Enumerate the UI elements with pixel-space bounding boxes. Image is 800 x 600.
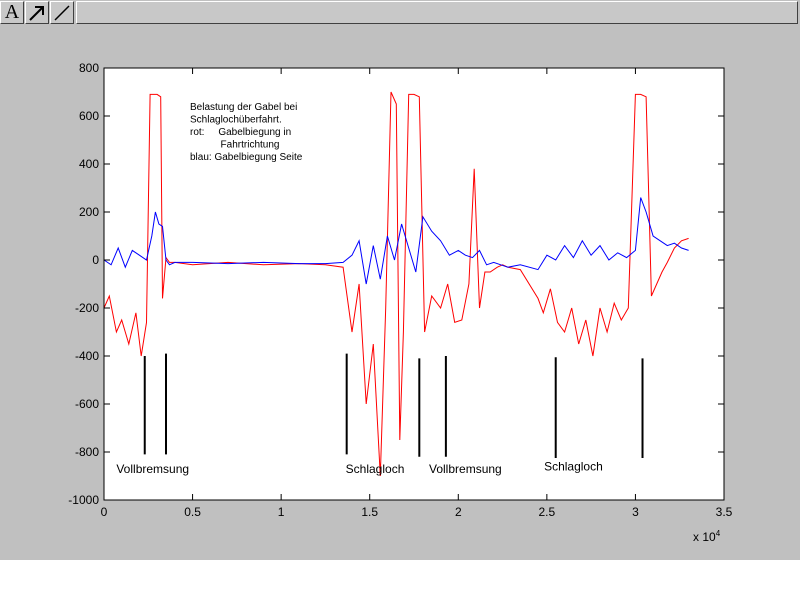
x-exponent-superscript: 4 — [716, 529, 721, 538]
x-exponent-base: x 10 — [693, 530, 716, 544]
line-tool-button[interactable] — [50, 1, 74, 24]
annotation-label: Schlagloch — [346, 462, 405, 476]
series-line-2 — [103, 197, 689, 285]
y-tick-label: -400 — [75, 349, 99, 363]
x-tick-label: 0.5 — [184, 505, 201, 519]
annotation-label: Vollbremsung — [116, 462, 189, 476]
y-tick-label: -200 — [75, 301, 99, 315]
y-tick-label: -1000 — [68, 493, 99, 507]
y-tick-label: 400 — [79, 157, 99, 171]
arrow-tool-icon — [29, 5, 44, 21]
x-tick-label: 1 — [278, 505, 285, 519]
annotation-label: Vollbremsung — [429, 462, 502, 476]
text-tool-icon: A — [4, 1, 20, 23]
x-tick-label: 3 — [632, 505, 639, 519]
y-tick-label: 600 — [79, 109, 99, 123]
figure-toolbar: A — [0, 0, 800, 26]
x-tick-label: 0 — [101, 505, 108, 519]
chart: 0 0.5 1 1.5 2 2.5 3 3.5 -1000 -800 -600 -400 -200 0 20… — [68, 61, 732, 544]
series-line-1 — [103, 91, 689, 477]
tick-layer: 0 0.5 1 1.5 2 2.5 3 3.5 -1000 -800 -600 -400 -200 0 20… — [68, 61, 732, 519]
x-tick-label: 3.5 — [716, 505, 733, 519]
x-tick-label: 2.5 — [539, 505, 556, 519]
plot-area — [104, 68, 724, 500]
line-tool-icon — [54, 4, 70, 21]
legend-text-line: Belastung der Gabel bei — [190, 102, 297, 113]
series-layer — [103, 91, 689, 477]
text-tool-button[interactable]: A — [0, 1, 24, 24]
y-tick-label: -800 — [75, 445, 99, 459]
x-tick-label: 1.5 — [361, 505, 378, 519]
plot-frame — [103, 67, 725, 501]
annotation-label: Schlagloch — [544, 459, 603, 473]
y-tick-label: 800 — [79, 61, 99, 75]
y-tick-label: 200 — [79, 205, 99, 219]
y-tick-label: -600 — [75, 397, 99, 411]
y-tick-label: 0 — [92, 253, 99, 267]
x-exponent-label: x 104 — [693, 529, 721, 544]
marker-layer — [143, 353, 644, 458]
legend-text-line: Fahrtrichtung — [190, 140, 279, 151]
legend-text-line: rot: Gabelbiegung in — [190, 127, 291, 138]
annotation-layer: Vollbremsung Schlagloch Vollbremsung Schlag… — [116, 459, 602, 475]
x-tick-label: 2 — [455, 505, 462, 519]
legend-text-line: Schlaglochüberfahrt. — [190, 115, 282, 126]
arrow-tool-button[interactable] — [25, 1, 49, 24]
legend-text-line: blau: Gabelbiegung Seite — [190, 152, 303, 163]
legend-text-block: Belastung der Gabel bei Schlaglochüberfah… — [190, 102, 303, 163]
toolbar-empty-area — [76, 1, 798, 24]
